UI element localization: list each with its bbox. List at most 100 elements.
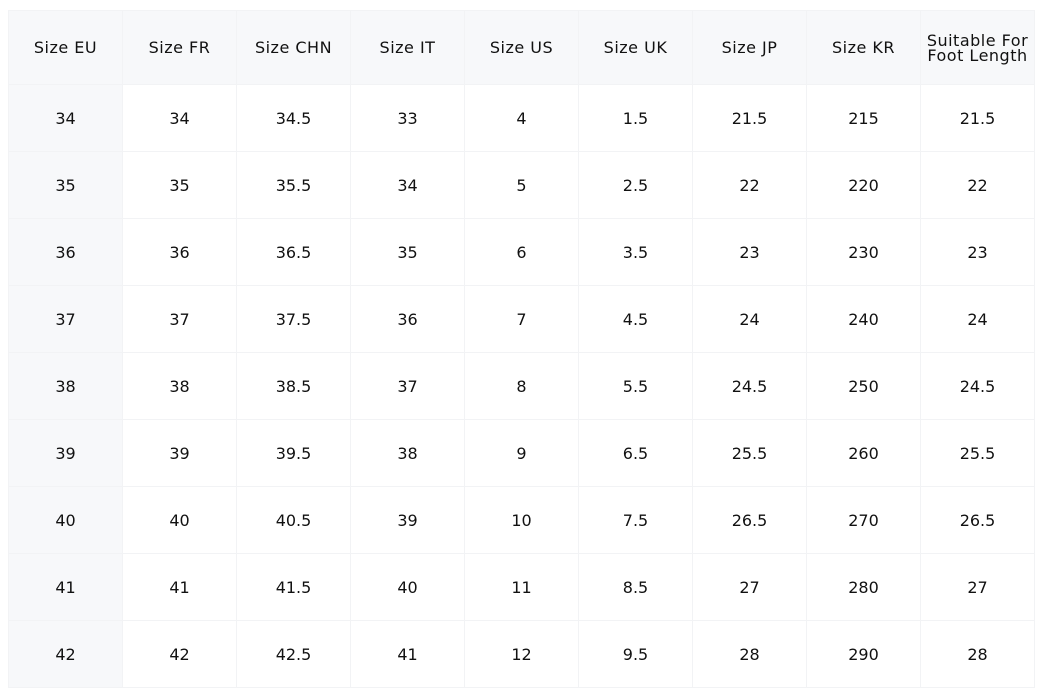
table-cell: 36	[350, 285, 465, 353]
table-row: 40 40 40.5 39 10 7.5 26.5 270 26.5	[8, 486, 1035, 554]
table-cell: 5.5	[578, 352, 693, 420]
table-row: 36 36 36.5 35 6 3.5 23 230 23	[8, 218, 1035, 286]
table-cell: 36	[122, 218, 237, 286]
table-cell: 7	[464, 285, 579, 353]
table-cell: 39	[8, 419, 123, 487]
table-cell: 21.5	[692, 84, 807, 152]
table-cell: 27	[692, 553, 807, 621]
table-cell: 34.5	[236, 84, 351, 152]
table-cell: 220	[806, 151, 921, 219]
table-row: 41 41 41.5 40 11 8.5 27 280 27	[8, 553, 1035, 621]
table-cell: 7.5	[578, 486, 693, 554]
table-cell: 12	[464, 620, 579, 688]
table-cell: 3.5	[578, 218, 693, 286]
table-row: 38 38 38.5 37 8 5.5 24.5 250 24.5	[8, 352, 1035, 420]
column-header: Size EU	[8, 10, 123, 85]
column-header: Size IT	[350, 10, 465, 85]
column-header: Size FR	[122, 10, 237, 85]
table-cell: 260	[806, 419, 921, 487]
table-cell: 6.5	[578, 419, 693, 487]
column-header: Size UK	[578, 10, 693, 85]
column-header: Size JP	[692, 10, 807, 85]
table-cell: 28	[692, 620, 807, 688]
table-cell: 4	[464, 84, 579, 152]
table-cell: 25.5	[692, 419, 807, 487]
table-cell: 25.5	[920, 419, 1035, 487]
table-cell: 11	[464, 553, 579, 621]
table-cell: 37	[8, 285, 123, 353]
table-cell: 37.5	[236, 285, 351, 353]
table-cell: 38	[350, 419, 465, 487]
table-cell: 22	[920, 151, 1035, 219]
table-cell: 9.5	[578, 620, 693, 688]
table-cell: 8.5	[578, 553, 693, 621]
table-cell: 6	[464, 218, 579, 286]
table-cell: 34	[122, 84, 237, 152]
table-cell: 23	[920, 218, 1035, 286]
table-cell: 24.5	[692, 352, 807, 420]
table-cell: 41	[122, 553, 237, 621]
table-cell: 34	[350, 151, 465, 219]
size-chart-table: Size EU Size FR Size CHN Size IT Size US Size…	[8, 10, 1035, 688]
column-header: Size KR	[806, 10, 921, 85]
table-row: 42 42 42.5 41 12 9.5 28 290 28	[8, 620, 1035, 688]
table-cell: 24	[920, 285, 1035, 353]
table-cell: 35.5	[236, 151, 351, 219]
table-cell: 230	[806, 218, 921, 286]
table-cell: 38.5	[236, 352, 351, 420]
table-cell: 290	[806, 620, 921, 688]
header-row: Size EU Size FR Size CHN Size IT Size US Size…	[8, 10, 1035, 85]
table-cell: 22	[692, 151, 807, 219]
table-cell: 240	[806, 285, 921, 353]
table-cell: 36.5	[236, 218, 351, 286]
table-row: 37 37 37.5 36 7 4.5 24 240 24	[8, 285, 1035, 353]
table-cell: 35	[122, 151, 237, 219]
table-cell: 40	[8, 486, 123, 554]
table-cell: 42	[122, 620, 237, 688]
table-cell: 36	[8, 218, 123, 286]
table-cell: 40	[350, 553, 465, 621]
column-header: Suitable For Foot Length	[920, 10, 1035, 85]
table-cell: 21.5	[920, 84, 1035, 152]
table-row: 34 34 34.5 33 4 1.5 21.5 215 21.5	[8, 84, 1035, 152]
table-cell: 26.5	[920, 486, 1035, 554]
table-cell: 40	[122, 486, 237, 554]
table-cell: 37	[122, 285, 237, 353]
table-cell: 250	[806, 352, 921, 420]
table-cell: 42	[8, 620, 123, 688]
table-cell: 2.5	[578, 151, 693, 219]
table-cell: 34	[8, 84, 123, 152]
table-cell: 38	[122, 352, 237, 420]
table-cell: 8	[464, 352, 579, 420]
table-cell: 39	[122, 419, 237, 487]
column-header: Size CHN	[236, 10, 351, 85]
table-cell: 26.5	[692, 486, 807, 554]
table-cell: 39.5	[236, 419, 351, 487]
table-cell: 10	[464, 486, 579, 554]
table-cell: 41.5	[236, 553, 351, 621]
table-cell: 33	[350, 84, 465, 152]
table-cell: 280	[806, 553, 921, 621]
table-cell: 42.5	[236, 620, 351, 688]
table-cell: 35	[350, 218, 465, 286]
table-cell: 9	[464, 419, 579, 487]
table-cell: 270	[806, 486, 921, 554]
table-cell: 5	[464, 151, 579, 219]
column-header: Size US	[464, 10, 579, 85]
table-row: 35 35 35.5 34 5 2.5 22 220 22	[8, 151, 1035, 219]
table-cell: 4.5	[578, 285, 693, 353]
table-cell: 41	[350, 620, 465, 688]
table-cell: 23	[692, 218, 807, 286]
table-cell: 27	[920, 553, 1035, 621]
table-cell: 1.5	[578, 84, 693, 152]
table-cell: 215	[806, 84, 921, 152]
table-cell: 41	[8, 553, 123, 621]
table-cell: 24	[692, 285, 807, 353]
table-row: 39 39 39.5 38 9 6.5 25.5 260 25.5	[8, 419, 1035, 487]
table-cell: 35	[8, 151, 123, 219]
table-cell: 38	[8, 352, 123, 420]
table-cell: 24.5	[920, 352, 1035, 420]
table-cell: 39	[350, 486, 465, 554]
table-cell: 28	[920, 620, 1035, 688]
table-cell: 40.5	[236, 486, 351, 554]
